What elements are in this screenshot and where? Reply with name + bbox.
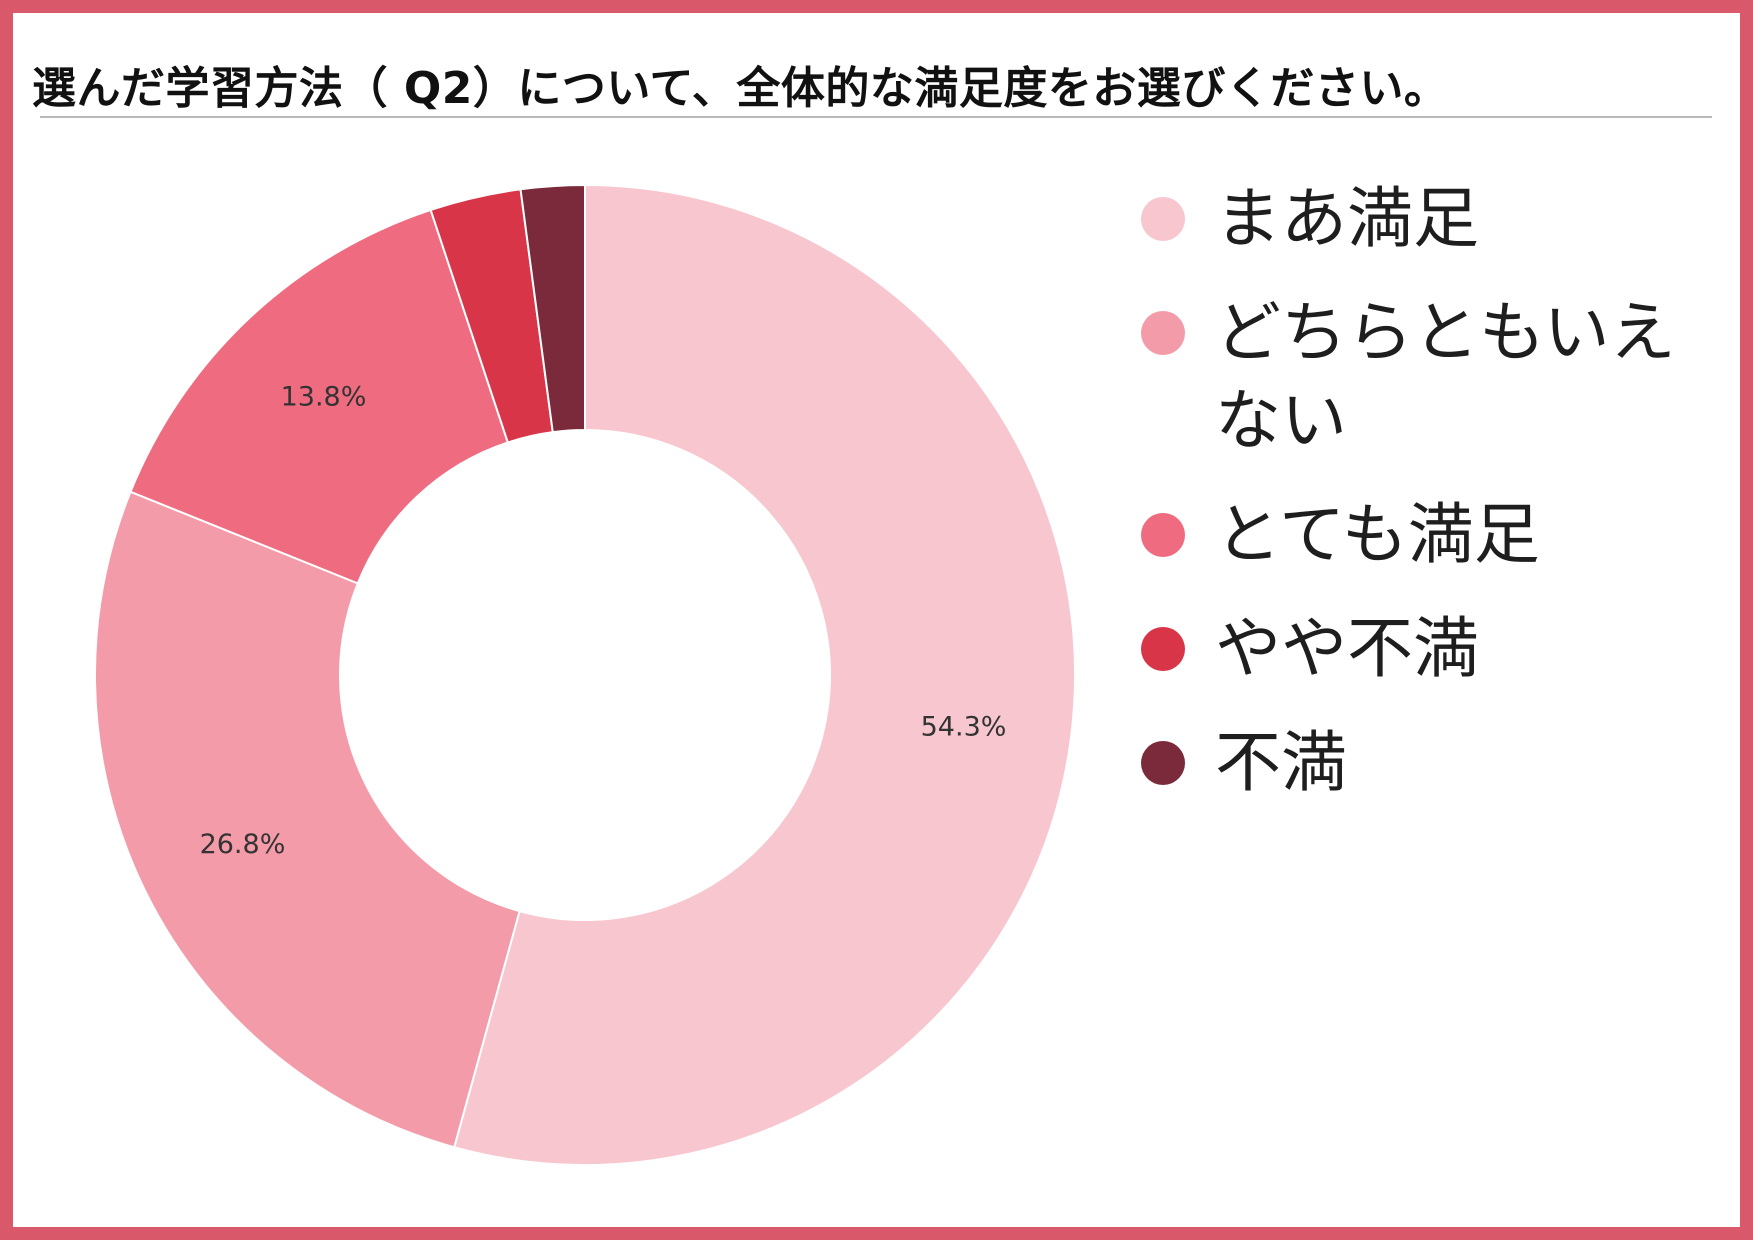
legend-swatch	[1141, 311, 1185, 355]
title-divider	[40, 116, 1712, 118]
legend-item-3: やや不満	[1135, 605, 1695, 693]
chart-legend: まあ満足どちらともいえないとても満足やや不満不満	[1135, 175, 1695, 833]
donut-slice-0	[452, 183, 1077, 1166]
legend-item-0: まあ満足	[1135, 175, 1695, 263]
legend-label: まあ満足	[1215, 180, 1479, 257]
data-label-0: 54.3%	[921, 711, 1007, 742]
donut-value-labels: 54.3% 26.8% 13.8%	[200, 382, 1007, 861]
legend-swatch	[1141, 513, 1185, 557]
legend-label: やや不満	[1215, 610, 1479, 687]
donut-slice-2	[129, 208, 510, 585]
legend-label: どちらともいえない	[1215, 294, 1676, 459]
legend-item-4: 不満	[1135, 719, 1695, 807]
donut-slice-4	[519, 183, 586, 434]
data-label-1: 26.8%	[200, 829, 286, 860]
legend-swatch	[1141, 741, 1185, 785]
legend-item-2: とても満足	[1135, 491, 1695, 579]
chart-title: 選んだ学習方法（ Q2）について、全体的な満足度をお選びください。	[32, 63, 1449, 114]
legend-label: 不満	[1215, 724, 1347, 801]
legend-label: とても満足	[1215, 496, 1540, 573]
data-label-2: 13.8%	[281, 382, 367, 413]
donut-slices	[94, 183, 1077, 1166]
legend-swatch	[1141, 197, 1185, 241]
donut-slice-1	[94, 490, 521, 1149]
legend-item-1: どちらともいえない	[1135, 289, 1695, 465]
legend-swatch	[1141, 627, 1185, 671]
